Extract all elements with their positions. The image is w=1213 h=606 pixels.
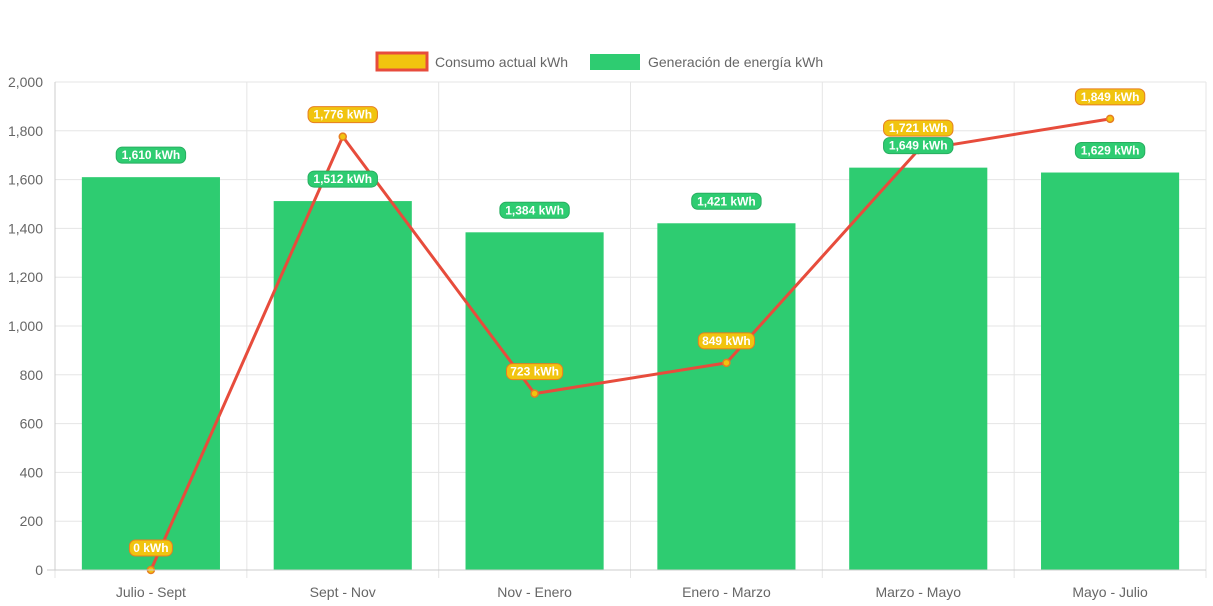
y-tick-label: 1,400 [8,220,43,236]
bar[interactable] [465,232,604,570]
line-value-label-text: 723 kWh [510,365,559,379]
y-tick-label: 400 [20,464,44,480]
bar-value-label: 1,649 kWh [883,137,954,155]
legend-label-consumo: Consumo actual kWh [435,54,568,70]
legend-label-generacion: Generación de energía kWh [648,54,823,70]
line-value-label-text: 0 kWh [133,541,168,555]
bar-value-label-text: 1,512 kWh [313,172,372,186]
bar[interactable] [657,223,796,570]
y-tick-label: 800 [20,367,44,383]
line-value-label: 723 kWh [505,363,564,381]
bar-value-label: 1,421 kWh [691,192,762,210]
bar-value-label-bg [1074,142,1146,160]
bar-value-label-text: 1,421 kWh [697,194,756,208]
bar-value-label-bg [307,170,378,188]
bar-value-label-bg [499,201,570,219]
line-value-label-text: 1,721 kWh [889,121,948,135]
line-value-label: 1,721 kWh [883,119,954,137]
x-tick-label: Julio - Sept [116,584,186,600]
data-labels: 1,610 kWh 1,512 kWh 1,384 kWh 1,421 kWh 1,64… [115,88,1146,557]
bar[interactable] [1041,172,1180,571]
line-value-label-bg [1074,88,1146,106]
bar[interactable] [273,201,412,570]
line-value-label-text: 849 kWh [702,334,751,348]
bar-value-label: 1,610 kWh [115,146,187,164]
x-tick-label: Enero - Marzo [682,584,771,600]
y-tick-label: 1,000 [8,318,43,334]
bar-value-label-bg [883,137,954,155]
line-value-label-bg [128,539,173,557]
x-tick-label: Mayo - Julio [1072,584,1148,600]
y-tick-label: 1,600 [8,172,43,188]
legend-swatch-generacion [590,54,640,70]
line-point[interactable] [530,389,539,398]
line-value-label-bg [505,363,564,381]
bar-value-label: 1,629 kWh [1074,142,1146,160]
bar-value-label: 1,384 kWh [499,201,570,219]
bar[interactable] [849,167,988,571]
legend-item-generacion[interactable]: Generación de energía kWh [590,54,823,70]
line-value-label: 1,776 kWh [307,106,378,124]
bar-value-label-text: 1,629 kWh [1081,144,1140,158]
line-point[interactable] [722,358,731,368]
bar-value-label-text: 1,384 kWh [505,203,564,217]
bar-value-label-bg [691,192,762,210]
bar[interactable] [81,177,220,570]
axes: 0 200 400 600 800 1,000 1,200 1,400 1,600 1,800 2,… [8,74,1206,600]
bar-value-label-bg [115,146,187,164]
bar-value-label: 1,512 kWh [307,170,378,188]
bars [81,167,1180,571]
y-tick-label: 200 [20,513,44,529]
line-point[interactable] [1105,114,1115,124]
x-tick-label: Nov - Enero [497,584,572,600]
y-tick-label: 0 [35,562,43,578]
y-tick-label: 1,200 [8,269,43,285]
y-tick-label: 1,800 [8,123,43,139]
line-value-label-bg [697,332,756,350]
line-value-label: 1,849 kWh [1074,88,1146,106]
line-value-label-bg [307,106,378,124]
bar-value-label-text: 1,610 kWh [122,148,181,162]
legend-swatch-consumo [375,51,429,72]
y-tick-label: 2,000 [8,74,43,90]
line-value-label: 0 kWh [128,539,173,557]
line-value-label-text: 1,776 kWh [313,108,372,122]
y-tick-label: 600 [20,416,44,432]
line-value-label-bg [883,119,954,137]
line-value-label: 849 kWh [697,332,756,350]
legend-item-consumo[interactable]: Consumo actual kWh [375,51,568,72]
legend: Consumo actual kWh Generación de energía… [375,51,823,72]
line-point[interactable] [338,132,347,141]
grid [54,81,1207,578]
x-tick-label: Sept - Nov [310,584,376,600]
line-value-label-text: 1,849 kWh [1081,90,1140,104]
bar-value-label-text: 1,649 kWh [889,139,948,153]
x-tick-label: Marzo - Mayo [875,584,961,600]
